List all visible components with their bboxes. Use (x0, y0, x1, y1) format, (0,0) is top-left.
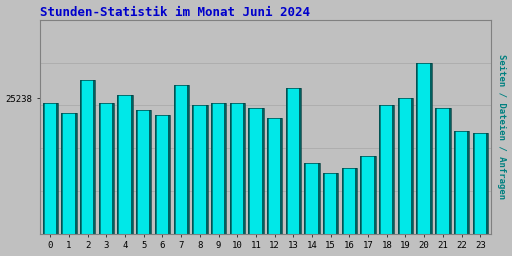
Bar (430, 62, 432, 234)
Bar (342, 168, 344, 234)
Bar (416, 62, 432, 234)
Bar (112, 103, 114, 234)
Bar (192, 105, 207, 234)
Bar (379, 105, 381, 234)
Bar (42, 103, 45, 234)
Bar (449, 108, 451, 234)
Bar (411, 98, 413, 234)
Bar (99, 103, 101, 234)
Bar (374, 156, 376, 234)
Bar (342, 168, 357, 234)
Bar (174, 85, 189, 234)
Bar (267, 118, 282, 234)
Bar (381, 105, 392, 234)
Bar (101, 103, 112, 234)
Bar (299, 88, 301, 234)
Bar (231, 103, 243, 234)
Bar (435, 108, 451, 234)
Bar (473, 133, 475, 234)
Bar (150, 110, 152, 234)
Bar (119, 95, 131, 234)
Bar (192, 105, 194, 234)
Bar (155, 115, 157, 234)
Bar (416, 62, 418, 234)
Bar (267, 118, 269, 234)
Bar (467, 131, 469, 234)
Bar (61, 113, 63, 234)
Bar (250, 108, 262, 234)
Bar (61, 113, 77, 234)
Bar (379, 105, 394, 234)
Bar (99, 103, 114, 234)
Bar (243, 103, 245, 234)
Bar (355, 168, 357, 234)
Bar (418, 62, 430, 234)
Bar (211, 103, 213, 234)
Bar (398, 98, 413, 234)
Bar (155, 115, 170, 234)
Bar (194, 105, 205, 234)
Bar (475, 133, 486, 234)
Bar (213, 103, 224, 234)
Bar (286, 88, 301, 234)
Bar (63, 113, 75, 234)
Bar (131, 95, 133, 234)
Bar (229, 103, 231, 234)
Bar (117, 95, 119, 234)
Bar (248, 108, 250, 234)
Bar (80, 80, 95, 234)
Bar (360, 156, 376, 234)
Bar (392, 105, 394, 234)
Bar (306, 163, 317, 234)
Bar (435, 108, 437, 234)
Bar (93, 80, 95, 234)
Bar (486, 133, 488, 234)
Bar (45, 103, 56, 234)
Bar (136, 110, 152, 234)
Bar (205, 105, 207, 234)
Bar (317, 163, 319, 234)
Bar (138, 110, 150, 234)
Bar (323, 173, 338, 234)
Bar (304, 163, 306, 234)
Bar (280, 118, 282, 234)
Bar (437, 108, 449, 234)
Bar (157, 115, 168, 234)
Bar (304, 163, 319, 234)
Y-axis label: Seiten / Dateien / Anfragen: Seiten / Dateien / Anfragen (498, 54, 506, 199)
Bar (176, 85, 187, 234)
Bar (454, 131, 456, 234)
Bar (336, 173, 338, 234)
Bar (456, 131, 467, 234)
Bar (187, 85, 189, 234)
Bar (75, 113, 77, 234)
Bar (344, 168, 355, 234)
Bar (400, 98, 411, 234)
Bar (80, 80, 82, 234)
Bar (286, 88, 288, 234)
Bar (229, 103, 245, 234)
Bar (362, 156, 374, 234)
Bar (269, 118, 280, 234)
Bar (360, 156, 362, 234)
Bar (454, 131, 469, 234)
Bar (82, 80, 93, 234)
Bar (174, 85, 176, 234)
Bar (473, 133, 488, 234)
Bar (325, 173, 336, 234)
Bar (42, 103, 58, 234)
Bar (136, 110, 138, 234)
Bar (168, 115, 170, 234)
Text: Stunden-Statistik im Monat Juni 2024: Stunden-Statistik im Monat Juni 2024 (40, 6, 310, 18)
Bar (224, 103, 226, 234)
Bar (117, 95, 133, 234)
Bar (211, 103, 226, 234)
Bar (56, 103, 58, 234)
Bar (248, 108, 264, 234)
Bar (262, 108, 264, 234)
Bar (398, 98, 400, 234)
Bar (288, 88, 299, 234)
Bar (323, 173, 325, 234)
